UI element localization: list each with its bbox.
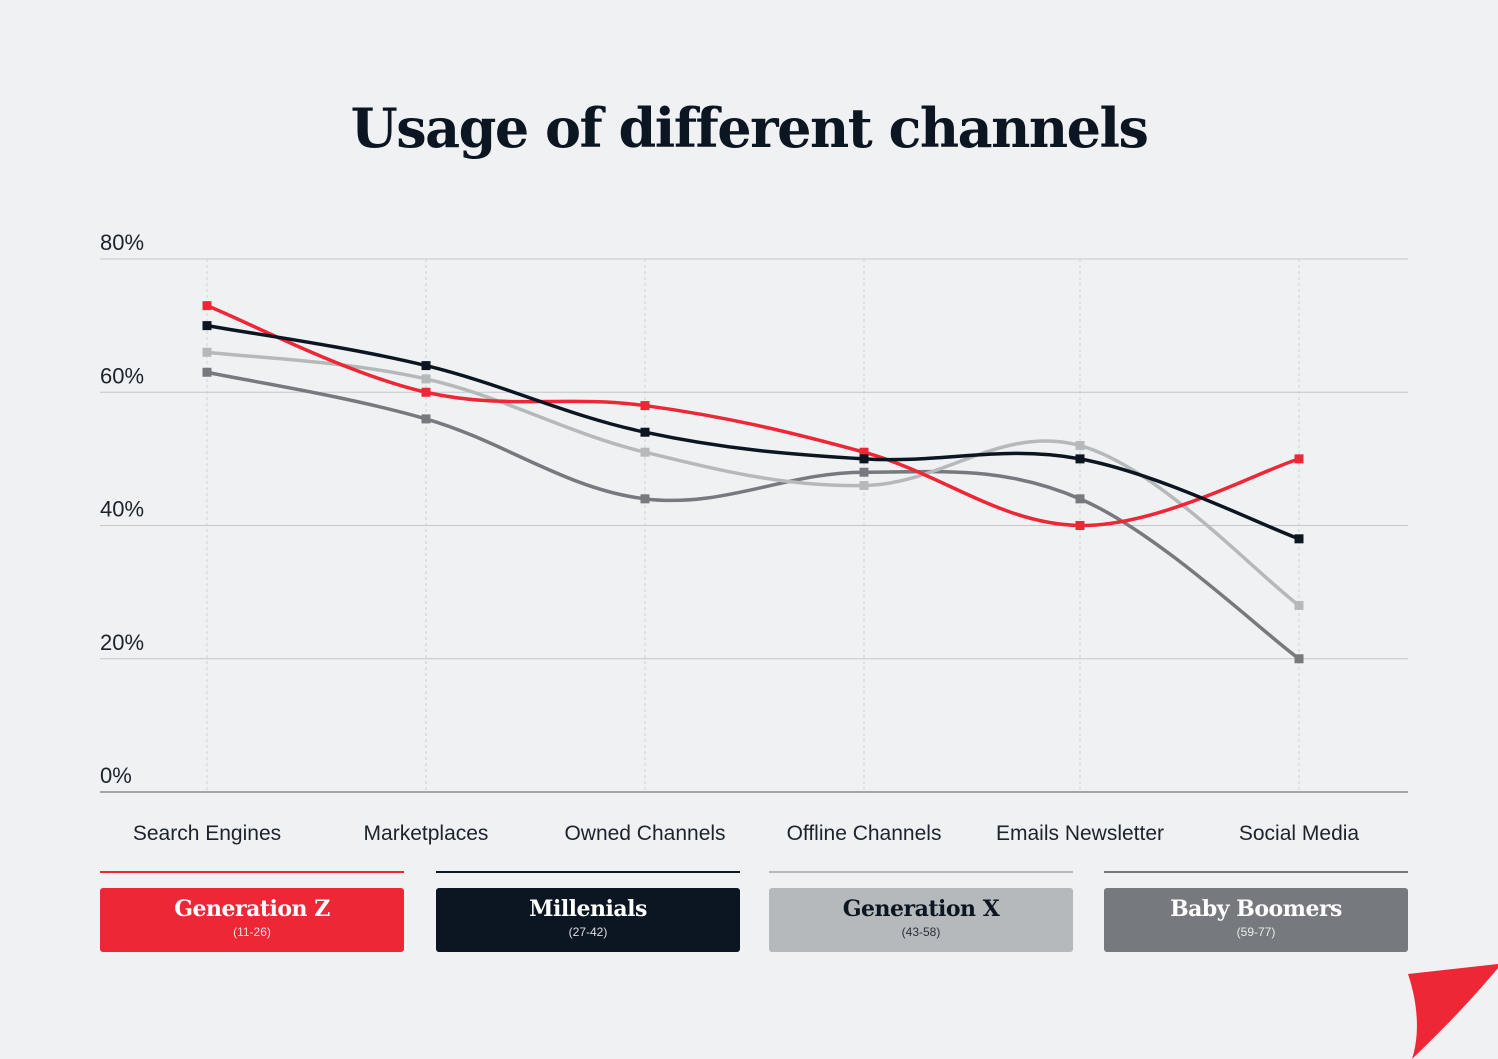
data-point-millenials[interactable]	[859, 454, 869, 464]
data-point-generation-z[interactable]	[640, 401, 650, 411]
legend-name: Generation X	[842, 896, 1000, 922]
data-point-baby-boomers[interactable]	[640, 494, 650, 504]
chart-title: Usage of different channels	[350, 96, 1149, 160]
data-point-generation-x[interactable]	[859, 481, 869, 491]
legend-line-generation-x	[769, 871, 1073, 873]
legend-range: (59-77)	[1236, 925, 1276, 939]
x-tick-label: Emails Newsletter	[996, 822, 1164, 845]
legend-name: Generation Z	[174, 896, 330, 922]
x-tick-label: Offline Channels	[787, 822, 942, 845]
y-tick-label: 40%	[100, 497, 144, 522]
data-point-generation-x[interactable]	[640, 447, 650, 457]
data-point-baby-boomers[interactable]	[859, 467, 869, 477]
data-point-generation-z[interactable]	[202, 301, 212, 311]
x-tick-label: Social Media	[1239, 822, 1360, 845]
series-line-generation-x	[205, 350, 1301, 608]
data-point-generation-z[interactable]	[859, 447, 869, 457]
data-point-generation-x[interactable]	[1294, 600, 1304, 610]
data-point-baby-boomers[interactable]	[1075, 494, 1085, 504]
data-point-millenials[interactable]	[640, 427, 650, 437]
series-line-millenials	[205, 323, 1301, 541]
legend-item-millenials[interactable]: Millenials (27-42)	[436, 888, 740, 952]
x-tick-label: Search Engines	[133, 822, 281, 845]
data-point-generation-x[interactable]	[421, 374, 431, 384]
y-tick-label: 20%	[100, 630, 144, 655]
legend-range: (11-26)	[233, 925, 271, 939]
legend-line-generation-z	[100, 871, 404, 873]
legend-line-millenials	[436, 871, 740, 873]
legend-name: Millenials	[529, 896, 647, 922]
x-tick-label: Owned Channels	[564, 822, 725, 845]
data-point-generation-x[interactable]	[202, 347, 212, 357]
data-point-baby-boomers[interactable]	[202, 367, 212, 377]
series-line-generation-z	[205, 303, 1301, 528]
legend-line-baby-boomers	[1104, 871, 1408, 873]
data-point-baby-boomers[interactable]	[421, 414, 431, 424]
legend-range: (27-42)	[568, 925, 608, 939]
legend-item-baby-boomers[interactable]: Baby Boomers (59-77)	[1104, 888, 1408, 952]
legend-range: (43-58)	[901, 925, 941, 939]
data-point-millenials[interactable]	[421, 361, 431, 371]
y-tick-label: 60%	[100, 363, 144, 388]
data-point-baby-boomers[interactable]	[1294, 654, 1304, 664]
legend-item-generation-x[interactable]: Generation X (43-58)	[769, 888, 1073, 952]
data-point-generation-z[interactable]	[1075, 521, 1085, 530]
page-curl-icon	[1408, 964, 1498, 1059]
data-point-millenials[interactable]	[202, 321, 212, 331]
y-tick-label: 0%	[100, 763, 132, 788]
series-line-baby-boomers	[205, 370, 1301, 661]
legend-name: Baby Boomers	[1170, 896, 1342, 922]
data-point-millenials[interactable]	[1075, 454, 1085, 464]
y-tick-label: 80%	[100, 230, 144, 255]
data-point-generation-x[interactable]	[1075, 441, 1085, 451]
data-point-millenials[interactable]	[1294, 534, 1304, 544]
legend-item-generation-z[interactable]: Generation Z (11-26)	[100, 888, 404, 952]
data-point-generation-z[interactable]	[1294, 454, 1304, 464]
x-tick-label: Marketplaces	[364, 822, 489, 845]
data-point-generation-z[interactable]	[421, 387, 431, 397]
